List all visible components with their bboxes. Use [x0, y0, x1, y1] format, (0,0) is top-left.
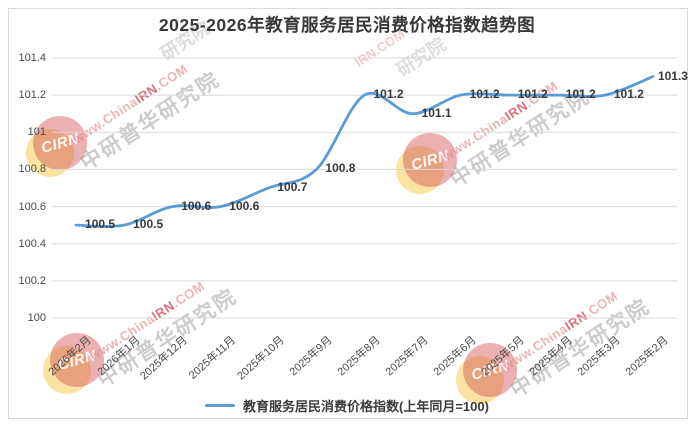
- data-point-label: 101.2: [565, 87, 596, 102]
- legend-line-marker: [205, 404, 236, 407]
- data-point-label: 100.8: [325, 161, 356, 176]
- y-tick-label: 101.2: [18, 89, 46, 102]
- chart-title: 2025-2026年教育服务居民消费价格指数趋势图: [158, 15, 536, 35]
- y-tick-label: 100.8: [18, 163, 46, 176]
- data-point-label: 100.7: [277, 180, 308, 194]
- data-point-label: 100.5: [133, 217, 164, 232]
- y-tick-label: 101: [27, 126, 46, 139]
- data-point-label: 100.5: [85, 217, 116, 232]
- y-tick-label: 100.6: [18, 200, 46, 213]
- chart-frame: [8, 8, 688, 419]
- y-tick-label: 100: [27, 312, 46, 324]
- legend: 教育服务居民消费价格指数(上年同月=100): [8, 396, 686, 415]
- legend-label: 教育服务居民消费价格指数(上年同月=100): [243, 399, 489, 414]
- y-tick-label: 100.4: [18, 237, 46, 250]
- data-point-label: 101.2: [613, 87, 644, 102]
- data-point-label: 100.6: [181, 198, 212, 213]
- data-point-label: 101.2: [517, 87, 548, 102]
- data-point-label: 101.2: [373, 87, 404, 102]
- y-tick-label: 100.2: [18, 274, 46, 287]
- data-point-label: 101.1: [421, 105, 452, 120]
- data-point-label: 101.2: [469, 87, 500, 102]
- series-line: [74, 75, 655, 228]
- data-point-label: 100.6: [229, 198, 260, 213]
- data-point-label: 101.3: [657, 68, 688, 83]
- y-tick-label: 101.4: [18, 52, 46, 64]
